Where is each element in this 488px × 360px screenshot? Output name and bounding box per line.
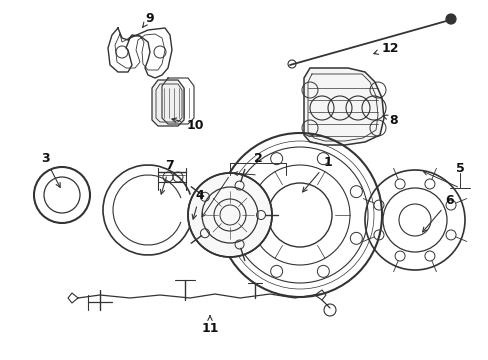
Text: 4: 4: [192, 189, 204, 219]
Circle shape: [445, 14, 455, 24]
Text: 8: 8: [383, 113, 398, 126]
Text: 2: 2: [253, 152, 262, 165]
Text: 9: 9: [142, 12, 154, 27]
Text: 11: 11: [201, 316, 218, 334]
Text: 5: 5: [455, 162, 464, 175]
Text: 3: 3: [41, 152, 60, 188]
Text: 12: 12: [373, 41, 398, 54]
Text: 1: 1: [302, 156, 332, 192]
Text: 6: 6: [422, 194, 453, 232]
Polygon shape: [152, 80, 183, 126]
Text: 7: 7: [160, 158, 174, 194]
Polygon shape: [304, 68, 383, 145]
Circle shape: [187, 173, 271, 257]
Text: 10: 10: [172, 118, 203, 131]
